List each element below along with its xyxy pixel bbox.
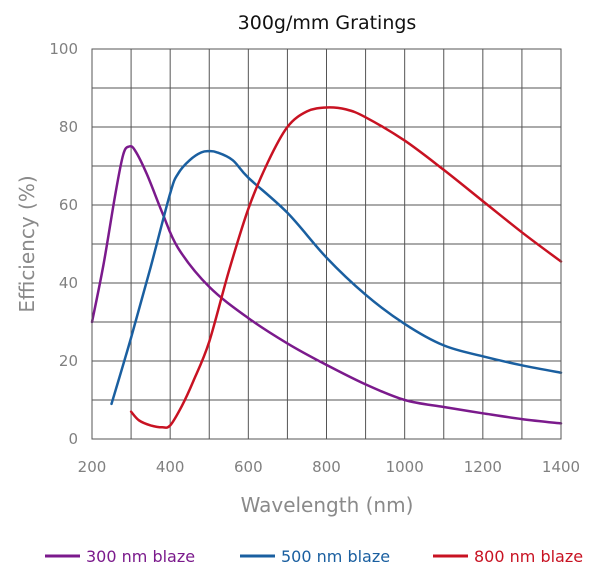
x-tick-label: 1400 [542,458,580,476]
x-tick-label: 600 [234,458,263,476]
grid [92,49,561,439]
y-tick-label: 40 [59,274,78,292]
series-line-300-nm-blaze [90,144,563,425]
y-tick-label: 20 [59,352,78,370]
x-tick-label: 1200 [464,458,502,476]
x-axis-label: Wavelength (nm) [241,493,414,517]
y-tick-label: 80 [59,118,78,136]
y-tick-label: 100 [49,40,78,58]
y-tick-labels: 0 20 40 60 80 100 [49,40,78,448]
legend: 300 nm blaze 500 nm blaze 800 nm blaze [45,547,583,566]
x-tick-labels: 200 400 600 800 1000 1200 1400 [78,458,580,476]
series-line-500-nm-blaze [110,149,563,406]
y-axis-label: Efficiency (%) [15,175,39,312]
x-tick-label: 1000 [386,458,424,476]
y-tick-label: 0 [68,430,78,448]
chart-title: 300g/mm Gratings [238,12,417,34]
series-lines [90,106,563,429]
series-line-800-nm-blaze [129,106,563,429]
legend-label-800-nm-blaze: 800 nm blaze [474,547,583,566]
legend-label-500-nm-blaze: 500 nm blaze [281,547,390,566]
x-tick-label: 400 [156,458,185,476]
plot-area-border [91,48,562,440]
y-tick-label: 60 [59,196,78,214]
legend-label-300-nm-blaze: 300 nm blaze [86,547,195,566]
x-tick-label: 200 [78,458,107,476]
x-tick-label: 800 [312,458,341,476]
